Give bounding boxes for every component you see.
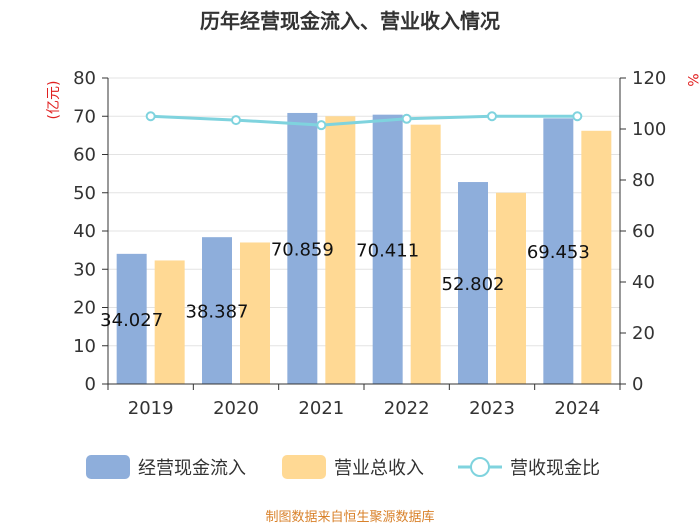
left-tick-label: 30 [73, 259, 96, 280]
right-tick-label: 80 [632, 170, 655, 191]
x-tick-label: 2021 [298, 398, 344, 419]
ratio-point [487, 111, 497, 122]
right-tick-label: 0 [632, 374, 643, 395]
legend: 经营现金流入 营业总收入 营收现金比 [86, 455, 600, 479]
data-label: 69.453 [527, 242, 590, 263]
legend-ratio[interactable]: 营收现金比 [458, 457, 600, 479]
x-tick-label: 2019 [128, 398, 174, 419]
right-tick-label: 20 [632, 323, 655, 344]
bar-cash-inflow [543, 118, 574, 384]
right-tick-label: 40 [632, 272, 655, 293]
chart-title: 历年经营现金流入、营业收入情况 [200, 9, 500, 33]
right-axis-unit: % [684, 73, 700, 86]
legend-label: 营业总收入 [334, 458, 424, 479]
bar-revenue [154, 260, 185, 384]
left-axis-unit: (亿元) [46, 81, 62, 120]
data-labels: 34.027 38.387 70.859 70.411 52.802 69.453 [100, 239, 590, 330]
x-tick-label: 2023 [469, 398, 515, 419]
data-label: 38.387 [186, 302, 249, 323]
left-tick-label: 70 [73, 106, 96, 127]
bar-revenue [581, 130, 612, 384]
legend-label: 经营现金流入 [138, 458, 246, 479]
left-tick-label: 50 [73, 183, 96, 204]
bar-revenue [410, 124, 441, 384]
source-note: 制图数据来自恒生聚源数据库 [265, 509, 434, 525]
bar-cash-inflow [372, 114, 403, 385]
left-tick-label: 20 [73, 298, 96, 319]
legend-revenue[interactable]: 营业总收入 [282, 455, 424, 479]
bar-revenue [496, 192, 526, 384]
bar-revenue [240, 242, 270, 384]
ratio-line [145, 111, 583, 131]
bar-revenue [325, 116, 356, 384]
bar-cash-inflow [458, 182, 488, 384]
axes: 0 10 20 30 40 50 60 70 80 0 20 40 60 80 100 120 2019 2020… [73, 68, 666, 419]
bar-cash-inflow [287, 112, 318, 384]
data-label: 70.411 [356, 240, 419, 261]
left-tick-label: 60 [73, 145, 96, 166]
left-tick-label: 80 [73, 68, 96, 89]
data-label: 34.027 [100, 310, 163, 331]
ratio-point [145, 111, 156, 122]
right-tick-label: 120 [632, 68, 666, 89]
x-tick-label: 2022 [384, 398, 430, 419]
left-tick-label: 10 [73, 336, 96, 357]
left-tick-label: 0 [85, 374, 96, 395]
legend-swatch [282, 455, 326, 479]
bar-cash-inflow [116, 253, 147, 384]
bar-cash-inflow [202, 237, 232, 384]
right-tick-label: 60 [632, 221, 655, 242]
legend-marker [470, 457, 490, 477]
ratio-point [401, 113, 412, 124]
grid [108, 77, 620, 347]
legend-label: 营收现金比 [510, 458, 600, 479]
left-tick-label: 40 [73, 221, 96, 242]
data-label: 52.802 [442, 274, 505, 295]
bars [116, 112, 612, 385]
x-tick-label: 2020 [213, 398, 259, 419]
x-tick-label: 2024 [554, 398, 600, 419]
right-tick-label: 100 [632, 119, 666, 140]
legend-swatch [86, 455, 130, 479]
legend-cash-inflow[interactable]: 经营现金流入 [86, 455, 246, 479]
ratio-point [316, 120, 327, 131]
ratio-point [572, 111, 583, 122]
ratio-point [231, 115, 241, 126]
ratio-line-path [150, 114, 578, 127]
data-label: 70.859 [271, 239, 334, 260]
